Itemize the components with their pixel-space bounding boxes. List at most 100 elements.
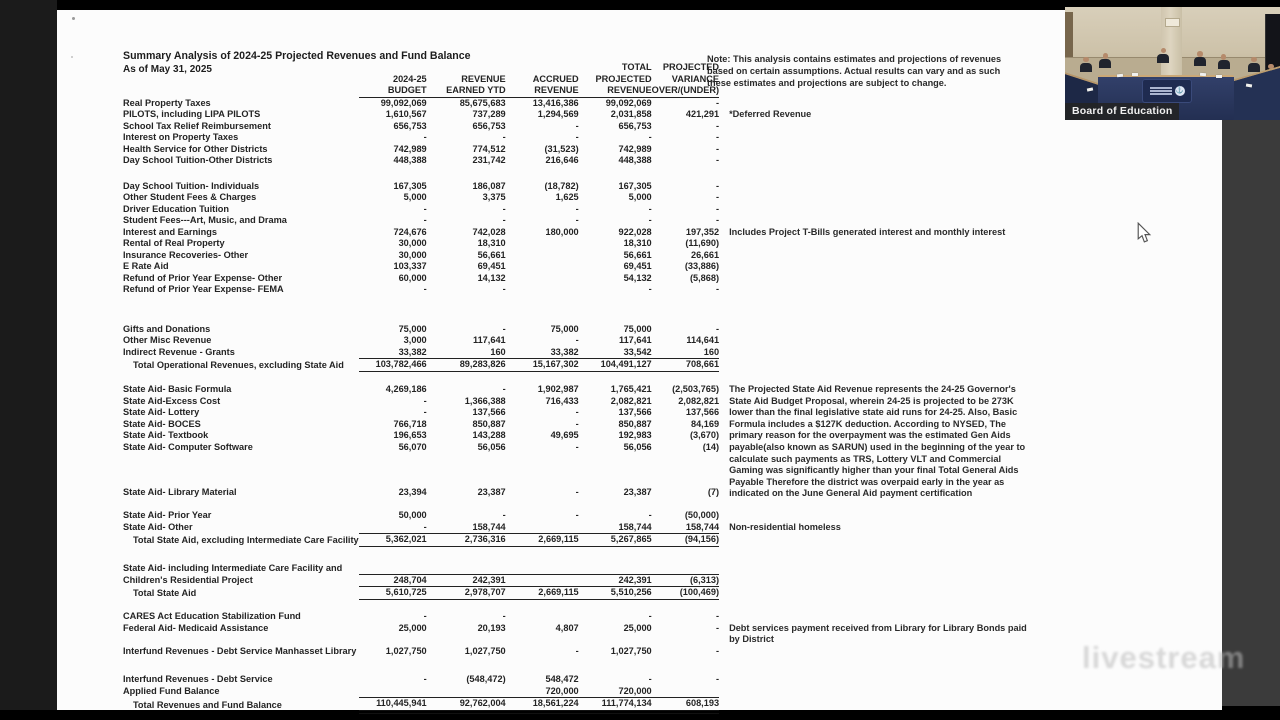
cell-value: 448,388 xyxy=(618,155,652,165)
column-gap xyxy=(719,215,729,227)
cell-value: - xyxy=(502,215,506,225)
cell-value: 608,193 xyxy=(651,697,720,714)
document-as-of-date: As of May 31, 2025 xyxy=(123,64,212,75)
cell-value: 99,092,069 xyxy=(380,97,427,108)
column-gap xyxy=(719,562,729,574)
cell-value: 242,391 xyxy=(426,573,506,587)
cell-value: 248,704 xyxy=(358,573,427,587)
papers xyxy=(1200,72,1207,76)
cell-value: - xyxy=(575,132,579,142)
cell-value: - xyxy=(575,441,579,452)
cell-value: - xyxy=(575,418,579,429)
cell-value xyxy=(505,573,579,587)
cell-value: 33,382 xyxy=(358,346,427,359)
cell-value: 111,774,134 xyxy=(578,697,652,714)
row-note-cell xyxy=(729,396,1039,408)
district-logo-banner: ⚓ xyxy=(1142,79,1192,104)
cell-value: 708,661 xyxy=(651,358,720,372)
spacer-row xyxy=(123,657,1039,674)
cell-value xyxy=(359,562,427,574)
col-header: PROJECTED xyxy=(662,62,720,72)
wall-plaque xyxy=(1164,18,1180,28)
spacer-row xyxy=(123,499,1039,511)
cell-value: 26,661 xyxy=(690,249,720,260)
row-label: PILOTS, including LIPA PILOTS xyxy=(123,109,261,119)
cell-value: 197,352 xyxy=(685,226,720,237)
row-label: Federal Aid- Medicaid Assistance xyxy=(123,622,269,633)
table-row: Total Operational Revenues, excluding St… xyxy=(123,358,1039,372)
table-row: Day School Tuition-Other Districts 448,38… xyxy=(123,155,1039,167)
cell-value: 56,056 xyxy=(623,441,652,452)
row-label: E Rate Aid xyxy=(123,261,169,271)
cell-value: 56,661 xyxy=(477,249,506,260)
cell-value: 158,744 xyxy=(651,521,720,534)
table-row: State Aid- Library Material 23,394 23,387 -… xyxy=(123,487,1039,499)
cell-value: 231,742 xyxy=(472,155,506,165)
cell-value xyxy=(506,284,579,296)
column-gap xyxy=(719,144,729,156)
cell-value: 2,669,115 xyxy=(505,533,579,547)
cell-value: 54,132 xyxy=(623,272,652,283)
row-note-cell xyxy=(729,261,1039,273)
table-row: State Aid- Prior Year 50,000 - - - (50,000) xyxy=(123,510,1039,522)
cell-value: 4,269,186 xyxy=(385,384,427,394)
row-note-cell xyxy=(729,144,1039,156)
document-title: Summary Analysis of 2024-25 Projected Re… xyxy=(123,50,471,62)
mouse-cursor-icon xyxy=(1137,222,1152,243)
row-label: Health Service for Other Districts xyxy=(123,143,268,154)
table-row: School Tax Relief Reimbursement 656,753 65… xyxy=(123,121,1039,133)
row-label: Total State Aid, excluding Intermediate … xyxy=(133,534,359,545)
column-gap xyxy=(719,522,729,534)
row-label: CARES Act Education Stabilization Fund xyxy=(123,611,301,621)
spacer-row xyxy=(123,371,1039,384)
column-gap xyxy=(719,623,729,635)
cell-value xyxy=(427,562,506,574)
cell-value xyxy=(651,685,720,698)
cell-value: (11,690) xyxy=(685,238,720,248)
row-note-cell xyxy=(729,487,1039,499)
cell-value: 5,267,865 xyxy=(578,533,652,547)
row-label: Applied Fund Balance xyxy=(123,686,220,696)
row-label: State Aid- Basic Formula xyxy=(123,384,232,394)
cell-value: 774,512 xyxy=(472,143,506,154)
row-label: State Aid- including Intermediate Care F… xyxy=(123,562,343,573)
column-gap xyxy=(719,430,729,442)
person-silhouette xyxy=(1157,47,1170,63)
cell-value: - xyxy=(648,611,652,621)
row-note-cell xyxy=(729,574,1039,587)
col-header: EARNED YTD xyxy=(426,85,506,98)
cell-value: - xyxy=(502,611,506,621)
cell-value: - xyxy=(716,143,720,154)
cell-value: 4,807 xyxy=(555,622,579,633)
video-thumbnail[interactable]: ⚓ Board of Education xyxy=(1065,0,1280,120)
row-note-cell xyxy=(729,132,1039,144)
anchor-seal-icon: ⚓ xyxy=(1174,86,1185,97)
person-silhouette xyxy=(1099,53,1112,69)
cell-value: 1,765,421 xyxy=(610,384,652,394)
table-row: Children's Residential Project 248,704 242… xyxy=(123,573,1039,587)
row-label: Total Revenues and Fund Balance xyxy=(133,700,282,710)
column-gap xyxy=(719,686,729,698)
row-note-cell xyxy=(729,587,1039,600)
cell-value: 216,646 xyxy=(545,155,579,165)
cell-value: 92,762,004 xyxy=(426,697,506,714)
cell-value: 742,989 xyxy=(393,143,427,154)
cell-value: 656,753 xyxy=(393,120,427,131)
cell-value: 137,566 xyxy=(472,407,506,417)
column-gap xyxy=(719,227,729,239)
cell-value: 23,387 xyxy=(477,487,506,497)
cell-value: 103,782,466 xyxy=(358,358,427,372)
cell-value: - xyxy=(716,155,720,165)
shared-document-page: Summary Analysis of 2024-25 Projected Re… xyxy=(57,10,1222,714)
cell-value: 110,445,941 xyxy=(358,697,427,714)
cell-value: 167,305 xyxy=(393,180,427,191)
column-gap xyxy=(719,384,729,396)
cell-value: 33,382 xyxy=(505,346,579,359)
table-row: Gifts and Donations 75,000 - 75,000 75,000 - xyxy=(123,324,1039,336)
cell-value: 69,451 xyxy=(623,261,652,271)
column-gap xyxy=(719,359,729,372)
row-note-cell: Non-residential homeless xyxy=(729,522,1039,534)
cabinet xyxy=(1065,11,1073,66)
row-note: Includes Project T-Bills generated inter… xyxy=(729,226,1006,237)
row-note-cell xyxy=(729,347,1039,359)
